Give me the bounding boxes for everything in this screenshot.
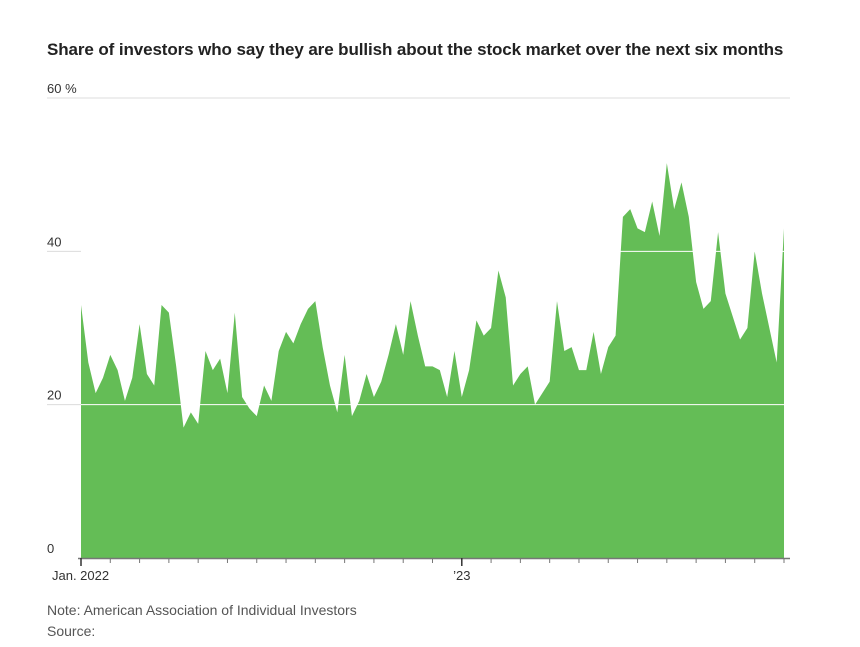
chart-note: Note: American Association of Individual…	[47, 602, 357, 618]
y-tick-label-60: 60 %	[47, 81, 77, 96]
y-tick-label-40: 40	[47, 234, 61, 249]
x-tick-label-1: ’23	[453, 568, 470, 583]
label-layer: 0 20 40 60 % Jan. 2022 ’23	[47, 81, 470, 583]
grid-layer	[47, 97, 790, 406]
area-series-0	[81, 163, 784, 559]
chart-source: Source:	[47, 623, 96, 639]
area-layer	[81, 163, 784, 559]
chart-title: Share of investors who say they are bull…	[47, 40, 784, 59]
y-tick-label-20: 20	[47, 388, 61, 403]
y-tick-label-0: 0	[47, 541, 54, 556]
axis-layer	[78, 557, 790, 566]
x-tick-label-0: Jan. 2022	[52, 568, 109, 583]
